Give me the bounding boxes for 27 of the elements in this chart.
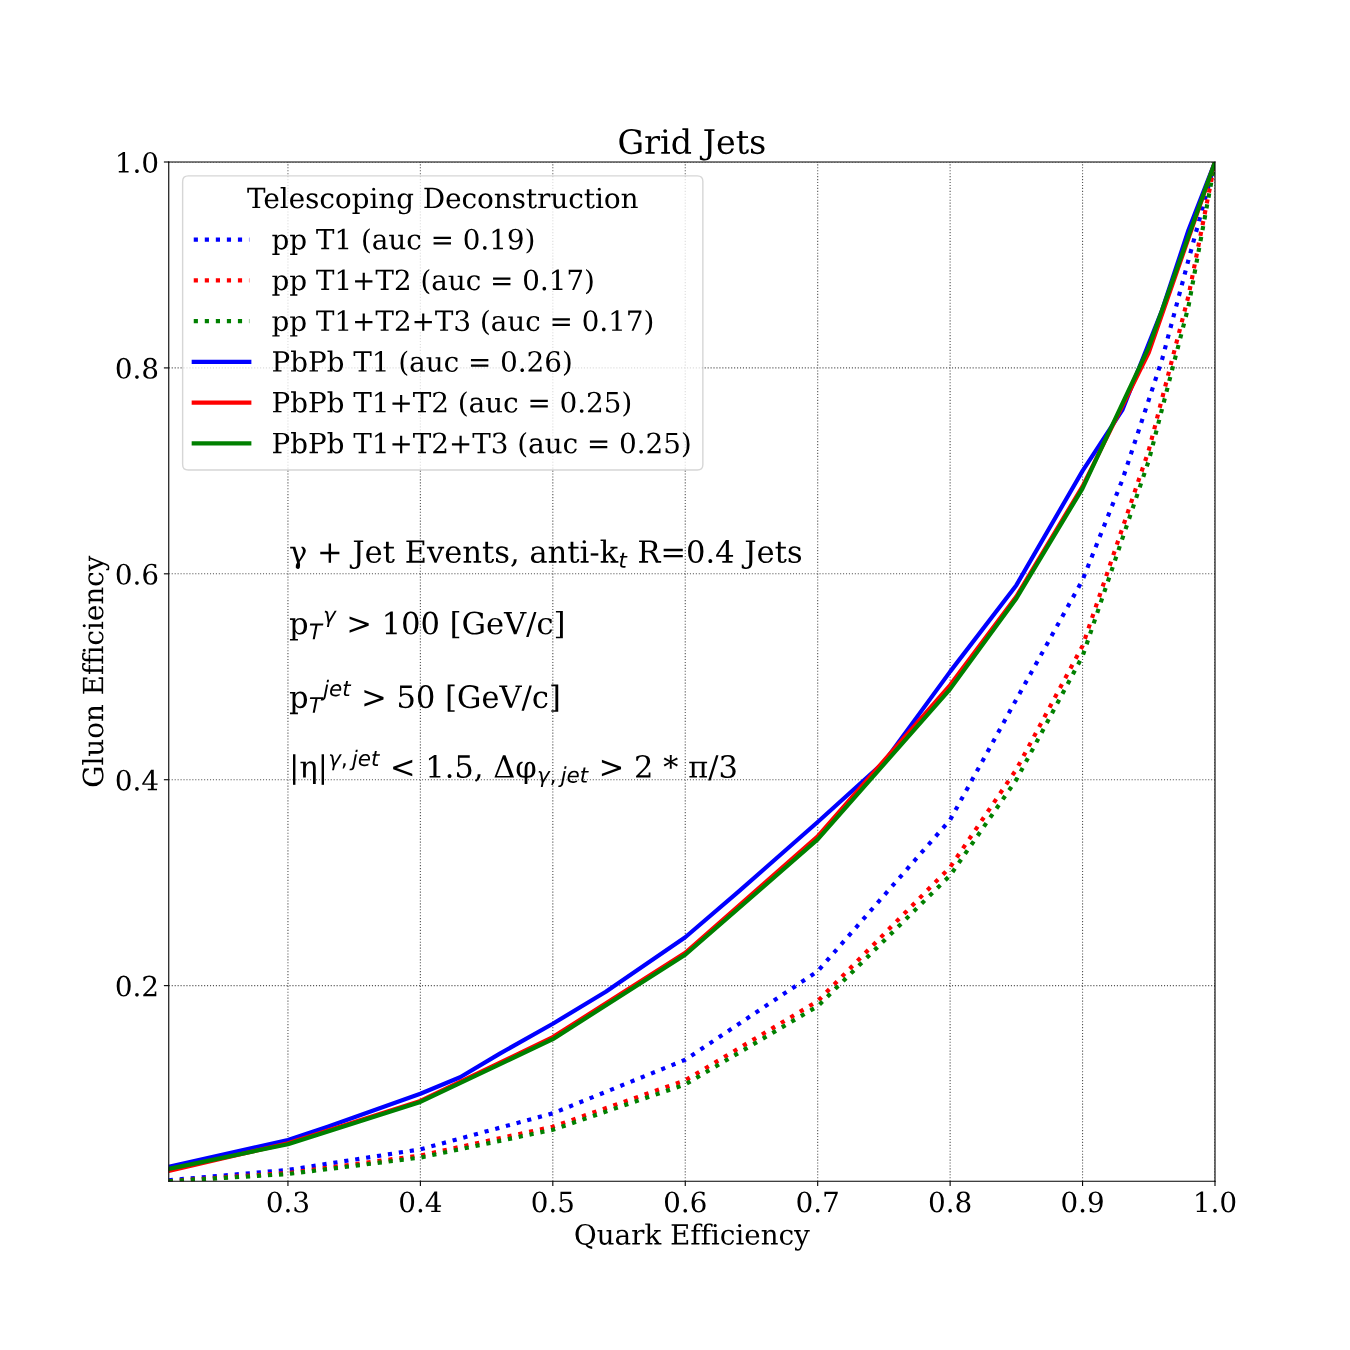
x-tick-label: 0.5 [532,1191,573,1213]
x-tick-label: 0.7 [797,1191,838,1213]
x-tick-label: 0.4 [400,1191,442,1213]
x-tick-label: 0.9 [1062,1191,1103,1213]
legend-label: PbPb T1+T2+T3 (auc = 0.25) [273,432,690,458]
legend-label: pp T1+T2+T3 (auc = 0.17) [272,309,653,337]
legend-label: PbPb T1+T2 (auc = 0.25) [273,391,631,417]
y-tick-label: 0.6 [116,563,158,585]
y-tick-label: 0.4 [116,769,158,791]
annotation: γ + Jet Events, anti-k$_{t}$ R=0.4 Jets [290,539,802,570]
y-tick-label: 0.2 [116,975,157,997]
annotation: p$_{T}$$^{jet}$ > 50 [GeV/c] [289,679,559,715]
x-tick-label: 0.8 [929,1191,971,1213]
legend-label: pp T1 (auc = 0.19) [272,228,534,256]
annotation: |η|$^{γ,jet}$ < 1.5, Δφ$_{γ,jet}$ > 2 * π/3 [293,749,736,788]
x-tick-label: 1.0 [1196,1191,1236,1213]
legend-label: PbPb T1 (auc = 0.26) [273,350,571,376]
legend-label: pp T1+T2 (auc = 0.17) [272,268,593,296]
x-tick-label: 0.3 [267,1191,308,1213]
annotation: p$_{T}$$^{γ}$ > 100 [GeV/c] [289,610,563,641]
y-tick-label: 0.8 [116,357,158,379]
legend-title: Telescoping Deconstruction [247,187,638,215]
x-tick-label: 0.6 [665,1191,706,1213]
y-tick-label: 1.0 [118,151,158,173]
y-axis-title: Gluon Efficiency [82,555,110,787]
x-axis-title: Quark Efficiency [575,1223,810,1251]
chart-title: Grid Jets [619,128,765,161]
